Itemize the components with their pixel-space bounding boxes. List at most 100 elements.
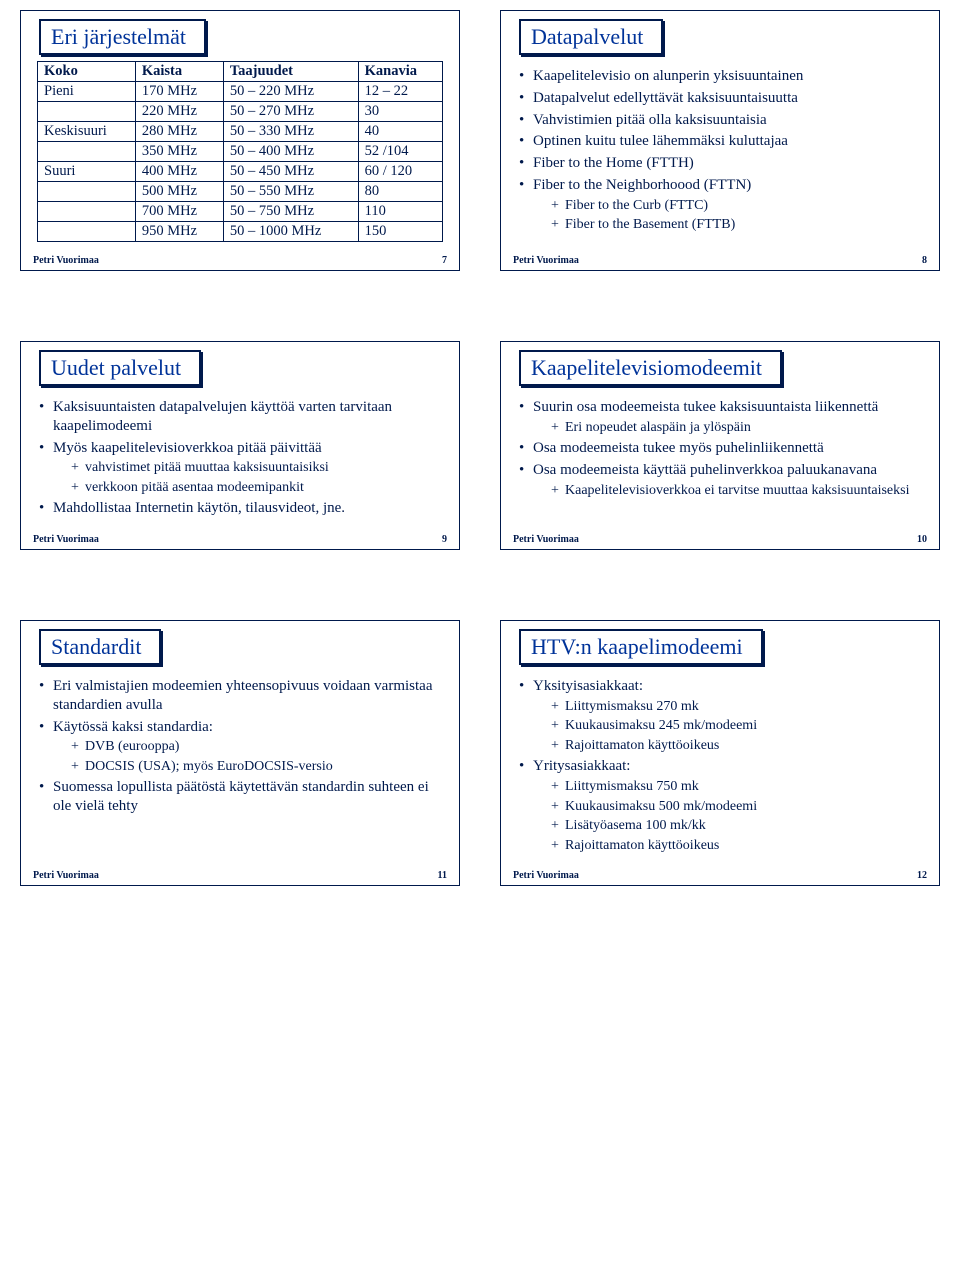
- table-cell: 50 – 550 MHz: [223, 182, 358, 202]
- table-cell: 500 MHz: [135, 182, 223, 202]
- table-cell: 60 / 120: [358, 162, 442, 182]
- slide-systems: Eri järjestelmät KokoKaistaTaajuudetKana…: [20, 10, 460, 271]
- table-cell: 80: [358, 182, 442, 202]
- list-item: Myös kaapelitelevisioverkkoa pitää päivi…: [37, 439, 443, 497]
- slide-modems: Kaapelitelevisiomodeemit Suurin osa mode…: [500, 341, 940, 550]
- list-item-text: Yritysasiakkaat:: [533, 758, 630, 774]
- footer-num: 12: [917, 870, 927, 881]
- list-item: Suurin osa modeemeista tukee kaksisuunta…: [517, 398, 923, 436]
- table-cell: 220 MHz: [135, 102, 223, 122]
- sub-list-item: Liittymismaksu 750 mk: [551, 778, 923, 796]
- list-item-text: Myös kaapelitelevisioverkkoa pitää päivi…: [53, 440, 322, 456]
- list-item-text: Yksityisasiakkaat:: [533, 678, 643, 694]
- table-row: Suuri400 MHz50 – 450 MHz60 / 120: [38, 162, 443, 182]
- table-cell: 52 /104: [358, 142, 442, 162]
- sub-list: Eri nopeudet alaspäin ja ylöspäin: [533, 419, 923, 437]
- table-header: Kanavia: [358, 62, 442, 82]
- list-item: Osa modeemeista tukee myös puhelinliiken…: [517, 439, 923, 458]
- list-item-text: Mahdollistaa Internetin käytön, tilausvi…: [53, 500, 345, 516]
- table-cell: 50 – 220 MHz: [223, 82, 358, 102]
- table-cell: 50 – 750 MHz: [223, 202, 358, 222]
- list-item-text: Kaksisuuntaisten datapalvelujen käyttöä …: [53, 399, 392, 434]
- list-item-text: Osa modeemeista tukee myös puhelinliiken…: [533, 440, 824, 456]
- slide-dataservices: Datapalvelut Kaapelitelevisio on alunper…: [500, 10, 940, 271]
- sub-list-item: Lisätyöasema 100 mk/kk: [551, 817, 923, 835]
- table-cell: 110: [358, 202, 442, 222]
- slide-newservices: Uudet palvelut Kaksisuuntaisten datapalv…: [20, 341, 460, 550]
- sub-list-item: Kaapelitelevisioverkkoa ei tarvitse muut…: [551, 482, 923, 500]
- slide-footer: Petri Vuorimaa 12: [513, 870, 927, 881]
- sub-list-item: Kuukausimaksu 245 mk/modeemi: [551, 717, 923, 735]
- table-cell: 50 – 270 MHz: [223, 102, 358, 122]
- table-cell: 950 MHz: [135, 222, 223, 242]
- table-cell: 150: [358, 222, 442, 242]
- footer-num: 7: [442, 255, 447, 266]
- table-cell: [38, 182, 136, 202]
- slide-row-3: Standardit Eri valmistajien modeemien yh…: [0, 610, 960, 946]
- slide-title: HTV:n kaapelimodeemi: [519, 629, 763, 665]
- sub-list: vahvistimet pitää muuttaa kaksisuuntaisi…: [53, 459, 443, 496]
- table-cell: [38, 222, 136, 242]
- list-item-text: Datapalvelut edellyttävät kaksisuuntaisu…: [533, 90, 798, 106]
- footer-num: 10: [917, 534, 927, 545]
- list-item: Osa modeemeista käyttää puhelinverkkoa p…: [517, 461, 923, 499]
- list-item: Eri valmistajien modeemien yhteensopivuu…: [37, 677, 443, 715]
- list-item-text: Osa modeemeista käyttää puhelinverkkoa p…: [533, 462, 877, 478]
- list-item: Vahvistimien pitää olla kaksisuuntaisia: [517, 111, 923, 130]
- sub-list-item: Kuukausimaksu 500 mk/modeemi: [551, 798, 923, 816]
- slide-title: Kaapelitelevisiomodeemit: [519, 350, 782, 386]
- list-item-text: Optinen kuitu tulee lähemmäksi kuluttaja…: [533, 133, 788, 149]
- table-cell: 170 MHz: [135, 82, 223, 102]
- footer-num: 8: [922, 255, 927, 266]
- list-item-text: Suurin osa modeemeista tukee kaksisuunta…: [533, 399, 878, 415]
- table-cell: 50 – 400 MHz: [223, 142, 358, 162]
- list-item-text: Fiber to the Neighborhoood (FTTN): [533, 177, 751, 193]
- page: Eri järjestelmät KokoKaistaTaajuudetKana…: [0, 0, 960, 946]
- sub-list: Liittymismaksu 750 mk Kuukausimaksu 500 m…: [533, 778, 923, 854]
- list-item: Suomessa lopullista päätöstä käytettävän…: [37, 778, 443, 816]
- table-header: Kaista: [135, 62, 223, 82]
- slide-title: Datapalvelut: [519, 19, 663, 55]
- table-cell: 50 – 450 MHz: [223, 162, 358, 182]
- sub-list-item: DVB (eurooppa): [71, 738, 443, 756]
- slide-row-2: Uudet palvelut Kaksisuuntaisten datapalv…: [0, 331, 960, 610]
- table-cell: [38, 142, 136, 162]
- table-row: 950 MHz50 – 1000 MHz150: [38, 222, 443, 242]
- slide-footer: Petri Vuorimaa 8: [513, 255, 927, 266]
- systems-table: KokoKaistaTaajuudetKanavia Pieni170 MHz5…: [37, 61, 443, 242]
- slide-htv: HTV:n kaapelimodeemi Yksityisasiakkaat: L…: [500, 620, 940, 886]
- list-item: Fiber to the Neighborhoood (FTTN) Fiber t…: [517, 176, 923, 234]
- sub-list-item: DOCSIS (USA); myös EuroDOCSIS-versio: [71, 758, 443, 776]
- sub-list-item: Fiber to the Curb (FTTC): [551, 197, 923, 215]
- table-row: Keskisuuri280 MHz50 – 330 MHz40: [38, 122, 443, 142]
- bullet-list: Kaksisuuntaisten datapalvelujen käyttöä …: [37, 398, 443, 518]
- footer-author: Petri Vuorimaa: [513, 870, 579, 881]
- table-cell: Suuri: [38, 162, 136, 182]
- table-cell: 700 MHz: [135, 202, 223, 222]
- sub-list-item: Rajoittamaton käyttöoikeus: [551, 737, 923, 755]
- bullet-list: Suurin osa modeemeista tukee kaksisuunta…: [517, 398, 923, 499]
- list-item-text: Fiber to the Home (FTTH): [533, 155, 694, 171]
- slide-footer: Petri Vuorimaa 10: [513, 534, 927, 545]
- table-row: 350 MHz50 – 400 MHz52 /104: [38, 142, 443, 162]
- footer-author: Petri Vuorimaa: [33, 534, 99, 545]
- table-cell: [38, 102, 136, 122]
- list-item: Yritysasiakkaat: Liittymismaksu 750 mk Kuu…: [517, 757, 923, 854]
- bullet-list: Eri valmistajien modeemien yhteensopivuu…: [37, 677, 443, 816]
- list-item: Kaksisuuntaisten datapalvelujen käyttöä …: [37, 398, 443, 436]
- list-item: Kaapelitelevisio on alunperin yksisuunta…: [517, 67, 923, 86]
- table-row: 500 MHz50 – 550 MHz80: [38, 182, 443, 202]
- footer-num: 9: [442, 534, 447, 545]
- table-row: 700 MHz50 – 750 MHz110: [38, 202, 443, 222]
- table-cell: 30: [358, 102, 442, 122]
- table-cell: [38, 202, 136, 222]
- table-cell: 50 – 330 MHz: [223, 122, 358, 142]
- table-cell: 350 MHz: [135, 142, 223, 162]
- list-item-text: Suomessa lopullista päätöstä käytettävän…: [53, 779, 429, 814]
- sub-list-item: Liittymismaksu 270 mk: [551, 698, 923, 716]
- table-cell: 12 – 22: [358, 82, 442, 102]
- sub-list: Liittymismaksu 270 mkKuukausimaksu 245 m…: [533, 698, 923, 755]
- slide-footer: Petri Vuorimaa 9: [33, 534, 447, 545]
- footer-num: 11: [438, 870, 447, 881]
- list-item-text: Käytössä kaksi standardia:: [53, 719, 213, 735]
